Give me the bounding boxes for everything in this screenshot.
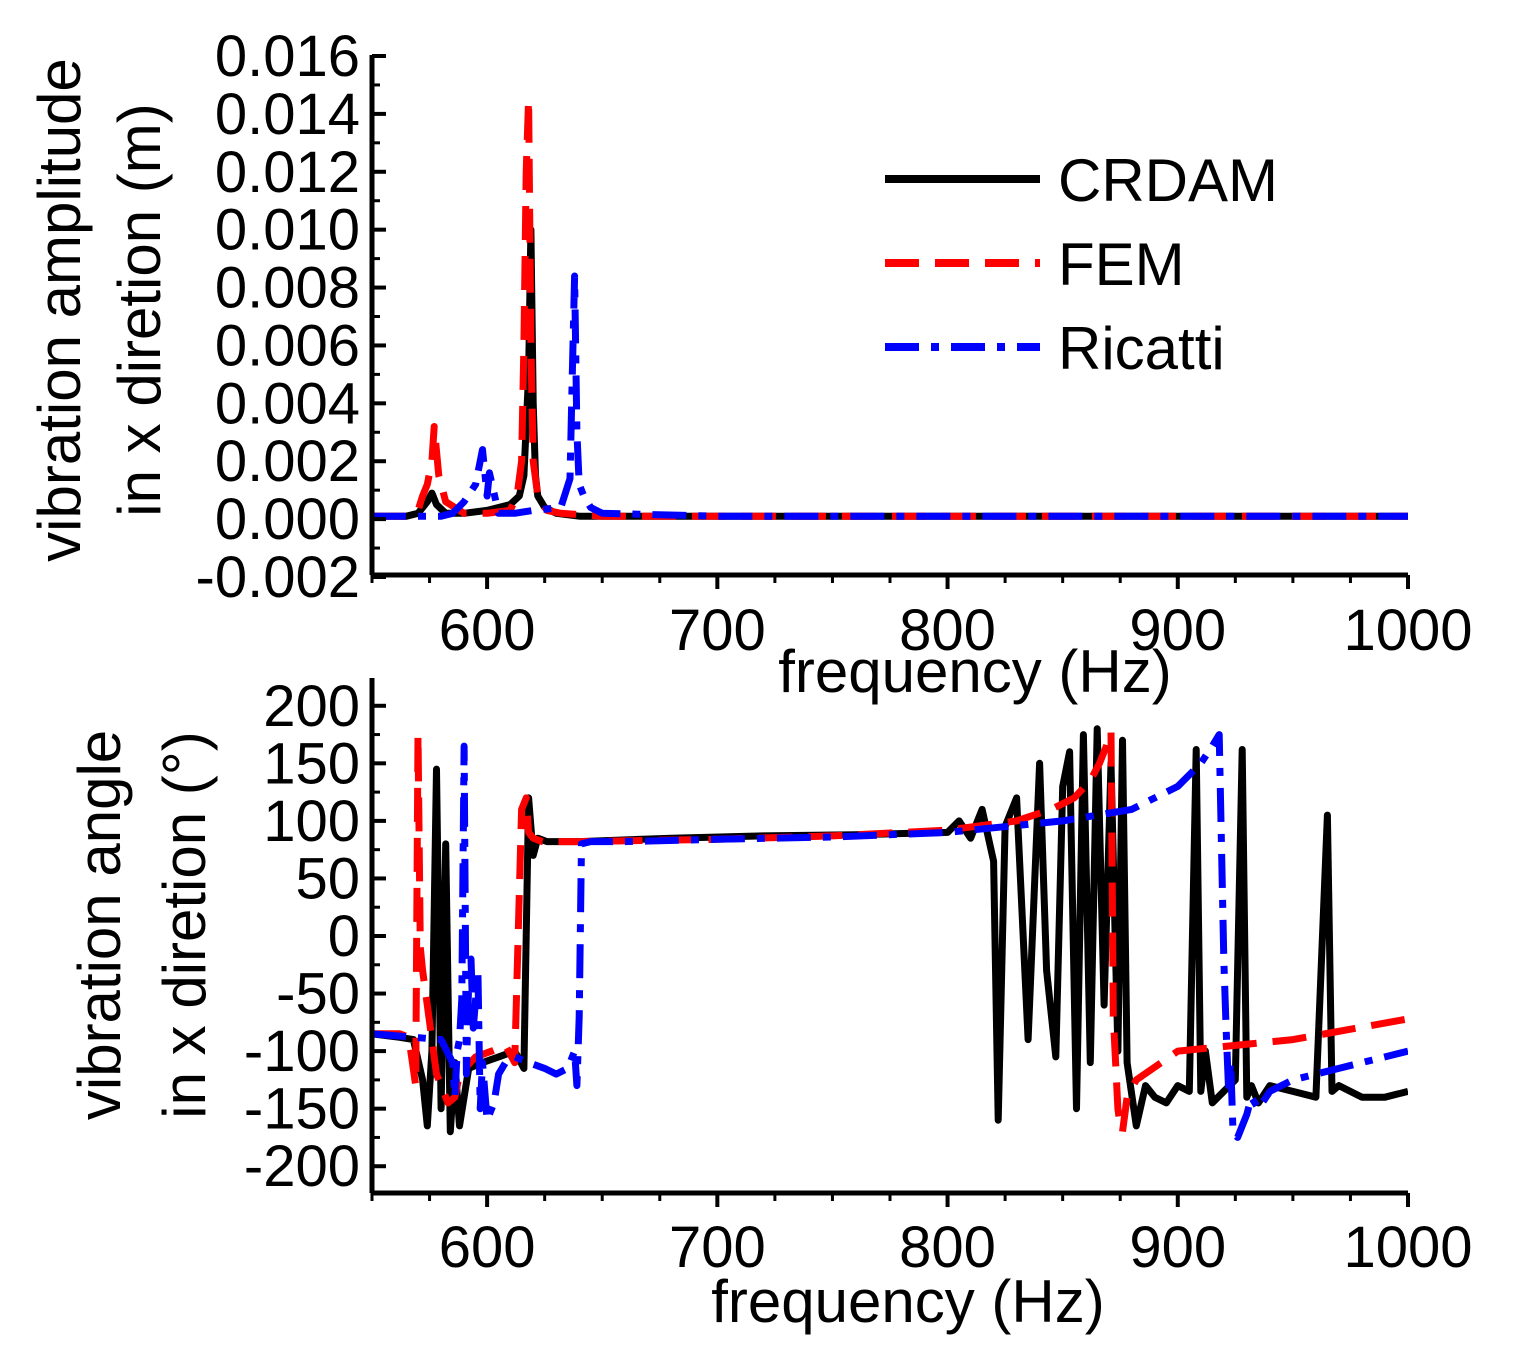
legend-entry-fem: FEM <box>885 231 1185 298</box>
top-y-tick-label: 0.014 <box>215 82 360 147</box>
bottom-x-tick-label: 700 <box>669 1215 766 1280</box>
top-y-tick-label: -0.002 <box>196 545 360 610</box>
top-x-tick-label: 800 <box>899 598 996 663</box>
bottom-plot-area <box>372 725 1408 1141</box>
bottom-x-tick-label: 600 <box>439 1215 536 1280</box>
top-y-tick-label: 0.000 <box>215 487 360 552</box>
bottom-series-crdam <box>372 725 1408 1136</box>
bottom-y-tick-label: -150 <box>244 1077 360 1142</box>
legend-entry-crdam: CRDAM <box>885 147 1278 214</box>
top-y-tick-label: 0.002 <box>215 429 360 494</box>
top-series-layer <box>372 95 1408 520</box>
bottom-y-tick-label: 0 <box>328 904 360 969</box>
top-y-axis-title: vibration amplitude in x diretion (m) <box>26 58 173 562</box>
top-x-tick-label: 700 <box>669 598 766 663</box>
top-y-axis-title-line-1: vibration amplitude <box>26 58 93 562</box>
top-axes: -0.0020.0000.0020.0040.0060.0080.0100.01… <box>196 24 1473 663</box>
bottom-series-layer <box>372 725 1408 1141</box>
top-series-ricatti <box>372 272 1408 520</box>
bottom-y-tick-label: -100 <box>244 1019 360 1084</box>
legend-label-fem: FEM <box>1058 231 1185 298</box>
bottom-y-tick-label: 50 <box>295 846 360 911</box>
bottom-y-axis-title-line-1: vibration angle <box>66 730 133 1120</box>
top-y-tick-label: 0.006 <box>215 313 360 378</box>
top-y-axis-title-line-2: in x diretion (m) <box>106 103 173 516</box>
top-y-tick-label: 0.012 <box>215 140 360 205</box>
bottom-y-tick-label: -200 <box>244 1134 360 1199</box>
bottom-x-ticks: 600 700 800 900 1000 <box>370 1193 1473 1280</box>
bottom-y-tick-label: -50 <box>276 962 360 1027</box>
top-y-tick-label: 0.010 <box>215 198 360 263</box>
bottom-x-tick-label: 800 <box>899 1215 996 1280</box>
legend-label-ricatti: Ricatti <box>1058 315 1225 382</box>
top-y-ticks: -0.0020.0000.0020.0040.0060.0080.0100.01… <box>196 24 386 610</box>
top-panel: -0.0020.0000.0020.0040.0060.0080.0100.01… <box>26 24 1473 705</box>
top-x-tick-label: 1000 <box>1343 598 1472 663</box>
top-x-ticks: 600 700 800 900 1000 <box>370 575 1473 663</box>
top-plot-area <box>372 95 1408 520</box>
bottom-x-tick-label: 1000 <box>1343 1215 1472 1280</box>
bottom-series-fem <box>372 727 1408 1136</box>
top-x-tick-label: 900 <box>1129 598 1226 663</box>
bottom-y-tick-label: 100 <box>263 789 360 854</box>
legend-entry-ricatti: Ricatti <box>885 315 1225 382</box>
bottom-y-tick-label: 150 <box>263 731 360 796</box>
bottom-x-axis-title: frequency (Hz) <box>711 1268 1104 1335</box>
legend-label-crdam: CRDAM <box>1058 147 1278 214</box>
top-x-axis-title: frequency (Hz) <box>778 638 1171 705</box>
top-x-tick-label: 600 <box>439 598 536 663</box>
bottom-y-tick-label: 200 <box>263 674 360 739</box>
bottom-y-axis-title-line-2: in x diretion (°) <box>151 731 218 1118</box>
legend: CRDAM FEM Ricatti <box>885 147 1278 382</box>
bottom-y-axis-title: vibration angle in x diretion (°) <box>66 730 218 1120</box>
top-series-fem <box>372 95 1408 520</box>
bottom-x-tick-label: 900 <box>1129 1215 1226 1280</box>
bottom-series-ricatti <box>372 731 1408 1141</box>
top-y-tick-label: 0.016 <box>215 24 360 89</box>
top-y-tick-label: 0.008 <box>215 256 360 321</box>
top-y-tick-label: 0.004 <box>215 371 360 436</box>
